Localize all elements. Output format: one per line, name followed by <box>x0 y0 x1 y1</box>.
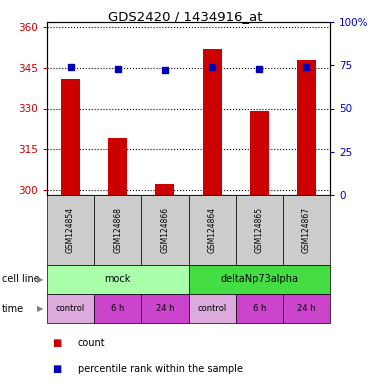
Bar <box>297 60 316 195</box>
Text: mock: mock <box>105 275 131 285</box>
Text: time: time <box>2 303 24 313</box>
Text: 24 h: 24 h <box>156 304 174 313</box>
Text: ■: ■ <box>52 364 61 374</box>
Text: deltaNp73alpha: deltaNp73alpha <box>220 275 298 285</box>
Text: GSM124854: GSM124854 <box>66 207 75 253</box>
Text: ■: ■ <box>52 338 61 348</box>
Text: GSM124867: GSM124867 <box>302 207 311 253</box>
Bar <box>250 111 269 195</box>
Text: ▶: ▶ <box>37 304 43 313</box>
Text: GDS2420 / 1434916_at: GDS2420 / 1434916_at <box>108 10 263 23</box>
Text: GSM124868: GSM124868 <box>113 207 122 253</box>
Text: percentile rank within the sample: percentile rank within the sample <box>78 364 243 374</box>
Bar <box>61 79 80 195</box>
Text: GSM124865: GSM124865 <box>255 207 264 253</box>
Text: 6 h: 6 h <box>253 304 266 313</box>
Text: 6 h: 6 h <box>111 304 124 313</box>
Text: GSM124864: GSM124864 <box>208 207 217 253</box>
Text: ▶: ▶ <box>37 275 43 284</box>
Bar <box>155 184 174 195</box>
Text: control: control <box>197 304 227 313</box>
Bar <box>108 138 127 195</box>
Text: 24 h: 24 h <box>297 304 316 313</box>
Text: count: count <box>78 338 105 348</box>
Text: cell line: cell line <box>2 275 40 285</box>
Text: GSM124866: GSM124866 <box>160 207 170 253</box>
Bar <box>203 49 221 195</box>
Text: control: control <box>56 304 85 313</box>
